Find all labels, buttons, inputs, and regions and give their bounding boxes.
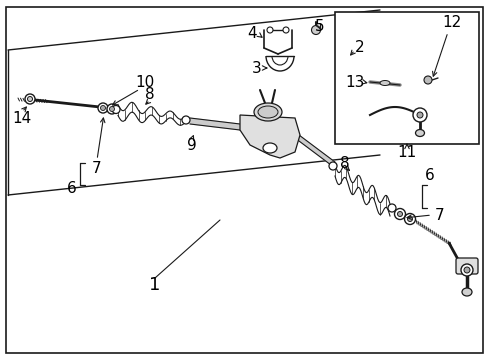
Circle shape [112, 105, 120, 113]
Ellipse shape [379, 81, 389, 86]
Circle shape [423, 76, 431, 84]
Text: 14: 14 [12, 111, 32, 126]
Circle shape [416, 112, 422, 118]
Text: 5: 5 [315, 18, 324, 33]
Circle shape [109, 107, 114, 112]
Text: 10: 10 [135, 75, 154, 90]
Circle shape [412, 108, 426, 122]
Circle shape [27, 96, 32, 102]
Circle shape [311, 26, 320, 35]
Circle shape [107, 104, 117, 114]
Ellipse shape [258, 106, 278, 118]
Text: 8: 8 [340, 156, 349, 171]
Text: 4: 4 [246, 26, 256, 41]
Text: 7: 7 [434, 207, 444, 222]
Ellipse shape [263, 143, 276, 153]
Circle shape [460, 264, 472, 276]
Circle shape [328, 162, 336, 170]
Text: 6: 6 [67, 180, 77, 195]
Ellipse shape [415, 130, 424, 136]
Text: 7: 7 [92, 161, 102, 176]
Circle shape [101, 105, 105, 111]
Circle shape [182, 116, 190, 124]
Text: 1: 1 [149, 276, 161, 294]
Text: 9: 9 [187, 138, 197, 153]
Bar [334, 12, 478, 144]
Text: 8: 8 [145, 86, 155, 102]
Circle shape [25, 94, 35, 104]
Circle shape [394, 208, 405, 220]
Text: 3: 3 [252, 60, 262, 76]
Text: 6: 6 [424, 167, 434, 183]
Text: 2: 2 [354, 40, 364, 54]
Circle shape [98, 103, 108, 113]
Circle shape [407, 216, 412, 221]
Circle shape [397, 212, 402, 216]
Circle shape [404, 213, 415, 225]
Text: 13: 13 [345, 75, 364, 90]
Circle shape [343, 48, 351, 56]
Circle shape [283, 27, 288, 33]
Ellipse shape [253, 103, 282, 121]
Ellipse shape [461, 288, 471, 296]
Polygon shape [240, 115, 299, 158]
Text: 12: 12 [442, 14, 461, 30]
Text: 11: 11 [397, 144, 416, 159]
FancyBboxPatch shape [455, 258, 477, 274]
Circle shape [387, 204, 395, 212]
Circle shape [266, 27, 272, 33]
Circle shape [463, 267, 469, 273]
